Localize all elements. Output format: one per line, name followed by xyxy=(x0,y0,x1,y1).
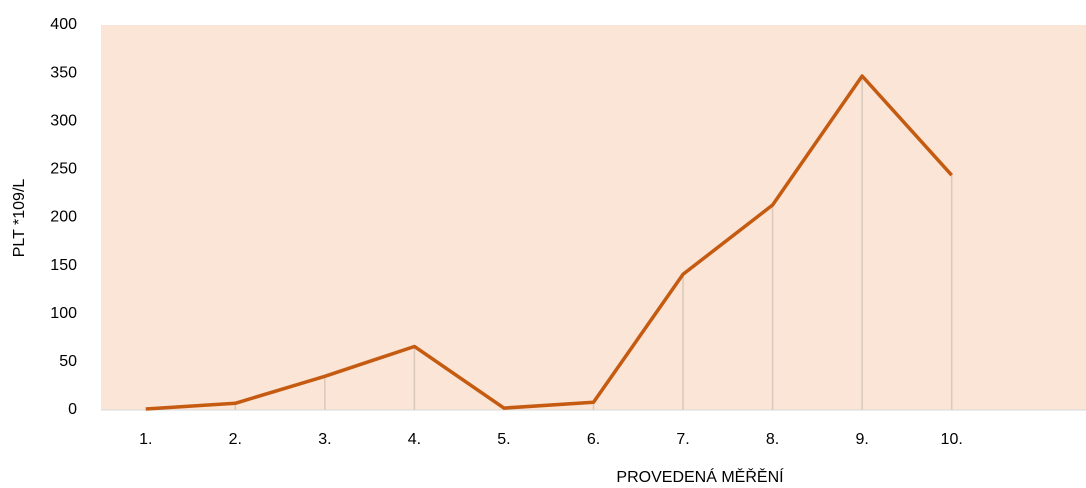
x-tick-label: 4. xyxy=(408,431,421,448)
y-tick-label: 150 xyxy=(50,257,77,274)
x-tick-label: 5. xyxy=(497,431,510,448)
x-tick-label: 10. xyxy=(941,431,963,448)
plot-area xyxy=(101,25,1086,410)
y-tick-label: 200 xyxy=(50,209,77,226)
x-axis-label: PROVEDENÁ MĚŘĚNÍ xyxy=(616,467,784,486)
y-tick-label: 250 xyxy=(50,161,77,178)
y-tick-label: 350 xyxy=(50,64,77,81)
y-tick-label: 400 xyxy=(50,16,77,33)
x-tick-label: 1. xyxy=(139,431,152,448)
y-tick-label: 0 xyxy=(68,401,77,418)
y-axis-label: PLT *109/L xyxy=(11,179,28,258)
line-series xyxy=(145,74,953,411)
y-tick-label: 100 xyxy=(50,305,77,322)
x-tick-label: 9. xyxy=(855,431,868,448)
x-tick-label: 6. xyxy=(587,431,600,448)
x-tick-label: 7. xyxy=(676,431,689,448)
y-tick-label: 300 xyxy=(50,112,77,129)
x-tick-label: 2. xyxy=(229,431,242,448)
y-tick-label: 50 xyxy=(59,353,77,370)
x-tick-label: 3. xyxy=(318,431,331,448)
x-tick-label: 8. xyxy=(766,431,779,448)
